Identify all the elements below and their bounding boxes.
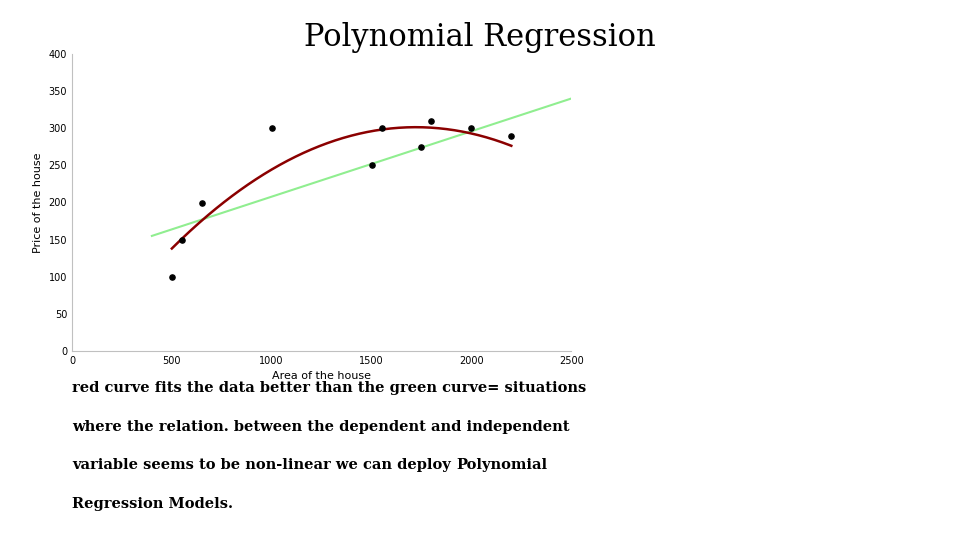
Text: variable seems to be non-linear we can deploy: variable seems to be non-linear we can d… <box>72 458 456 472</box>
Text: red curve fits the data better than the green curve= situations: red curve fits the data better than the … <box>72 381 587 395</box>
Point <box>504 131 519 140</box>
Point <box>194 198 209 207</box>
Point <box>174 235 189 244</box>
Point <box>373 124 389 132</box>
Text: where the relation. between the dependent and independent: where the relation. between the dependen… <box>72 420 569 434</box>
Point <box>414 143 429 151</box>
Point <box>364 161 379 170</box>
Text: Polynomial Regression: Polynomial Regression <box>304 22 656 52</box>
Point <box>164 272 180 281</box>
Text: Regression Models.: Regression Models. <box>72 497 233 511</box>
Y-axis label: Price of the house: Price of the house <box>33 152 43 253</box>
Point <box>264 124 279 132</box>
Text: Polynomial: Polynomial <box>456 458 547 472</box>
Point <box>464 124 479 132</box>
X-axis label: Area of the house: Area of the house <box>272 372 372 381</box>
Point <box>423 117 439 125</box>
